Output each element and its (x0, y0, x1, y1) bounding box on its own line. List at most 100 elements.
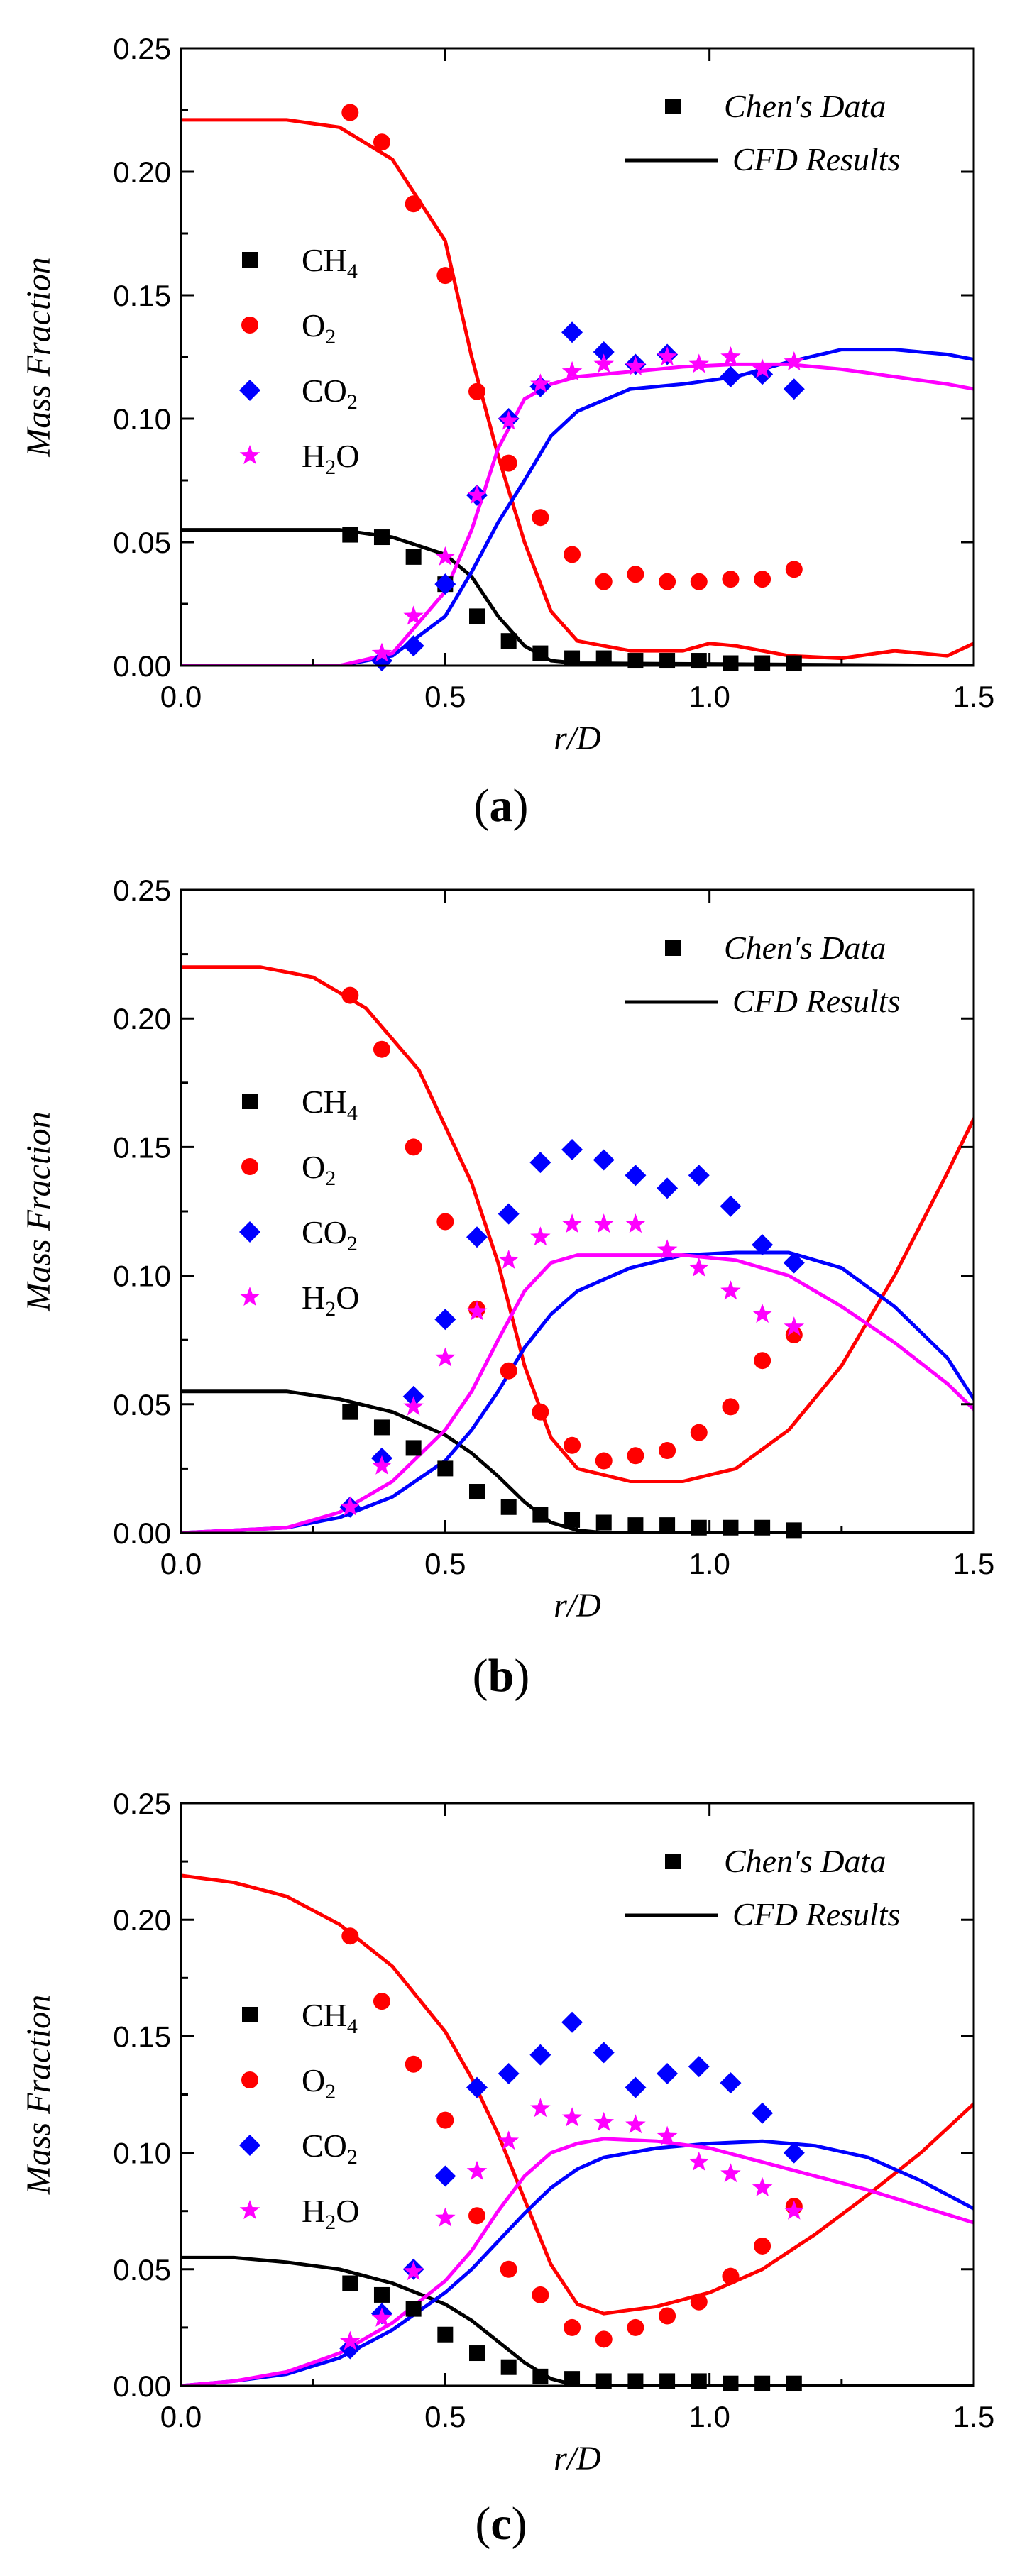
legend-label-cfd-results: CFD Results (732, 1896, 900, 1932)
legend-label-o2: O2 (302, 1149, 336, 1190)
data-point-o2 (532, 509, 549, 527)
panel-caption: (c) (475, 2498, 527, 2550)
y-tick-label: 0.00 (113, 2369, 171, 2403)
data-point-ch4 (532, 2368, 549, 2384)
data-point-h2o (625, 1213, 646, 1233)
data-point-o2 (468, 382, 486, 400)
y-tick-label: 0.25 (113, 874, 171, 907)
data-point-h2o (435, 1347, 456, 1367)
data-point-co2 (752, 1234, 774, 1256)
data-point-co2 (720, 365, 742, 387)
data-point-o2 (373, 1040, 390, 1058)
data-point-ch4 (342, 1404, 358, 1420)
y-tick-label: 0.25 (113, 32, 171, 65)
data-point-h2o (561, 360, 583, 380)
panel-caption-letter: a (490, 780, 513, 832)
y-tick-label: 0.20 (113, 155, 171, 189)
data-point-co2 (783, 1252, 805, 1274)
data-point-ch4 (564, 2371, 581, 2387)
cfd-lines (181, 118, 974, 666)
legend-marker-o2 (241, 1158, 258, 1175)
legend-label-cfd-results: CFD Results (732, 983, 900, 1019)
data-point-h2o (752, 2176, 773, 2196)
y-tick-label: 0.10 (113, 402, 171, 436)
data-point-h2o (561, 1213, 583, 1233)
species-base: O (302, 2062, 325, 2098)
data-point-o2 (659, 2307, 676, 2325)
legend-label-co2: CO2 (302, 1214, 358, 1255)
data-point-ch4 (373, 1419, 390, 1436)
species-subscript: 2 (325, 325, 336, 348)
data-point-ch4 (723, 1519, 739, 1536)
species-subscript: 2 (325, 2080, 336, 2103)
legend-label-o2: O2 (302, 307, 336, 348)
cfd-line-co2 (181, 2139, 974, 2386)
data-point-h2o (403, 2261, 424, 2281)
data-point-o2 (754, 571, 771, 588)
species-base: H (302, 1279, 325, 1316)
x-tick-label: 0.5 (424, 680, 466, 713)
cfd-lines (181, 965, 974, 1533)
data-point-o2 (373, 1993, 390, 2010)
data-point-o2 (690, 2293, 708, 2311)
data-point-h2o (625, 2114, 646, 2134)
data-point-ch4 (532, 645, 549, 661)
data-point-h2o (466, 2160, 488, 2180)
data-point-h2o (498, 1249, 519, 1269)
species-base: CH (302, 1997, 347, 2033)
species-subscript: 2 (347, 2145, 358, 2169)
y-tick-label: 0.15 (113, 1130, 171, 1164)
data-point-h2o (530, 1226, 551, 1246)
data-point-ch4 (469, 2345, 485, 2362)
data-point-co2 (752, 2102, 774, 2124)
data-point-co2 (498, 2062, 520, 2084)
data-point-ch4 (786, 1522, 802, 1539)
data-point-o2 (754, 2237, 771, 2255)
data-point-h2o (688, 353, 709, 373)
species-base: O (302, 1149, 325, 1185)
y-tick-label: 0.20 (113, 1002, 171, 1035)
legend-marker-h2o (239, 2200, 260, 2220)
species-subscript: 4 (347, 260, 358, 283)
data-point-h2o (435, 546, 456, 566)
species-base: CO (302, 2128, 347, 2164)
x-axis-title: r/D (554, 720, 601, 757)
data-point-h2o (593, 353, 614, 373)
data-point-h2o (784, 2200, 805, 2220)
legend-marker-h2o (239, 1287, 260, 1306)
cfd-line-o2 (181, 118, 974, 661)
panel-caption-open: ( (474, 780, 490, 832)
legend-marker-co2 (239, 1221, 260, 1243)
data-point-h2o (403, 1396, 424, 1416)
legend-label-h2o: H2O (302, 438, 359, 479)
data-point-h2o (657, 2125, 678, 2145)
data-point-co2 (593, 2042, 615, 2064)
species-tail: O (336, 438, 359, 474)
legend-marker-o2 (241, 2071, 258, 2088)
data-point-o2 (405, 195, 422, 213)
species-base: H (302, 2193, 325, 2229)
data-point-h2o (371, 2307, 392, 2327)
legend-label-ch4: CH4 (302, 1084, 358, 1125)
data-point-o2 (722, 2267, 740, 2285)
data-point-h2o (657, 346, 678, 366)
y-tick-label: 0.10 (113, 2137, 171, 2170)
legend-label-h2o: H2O (302, 1279, 359, 1321)
chart-panel-a: 0.0 0.5 1.0 1.5 0.00 0.05 0.10 0.15 0.20 0.25 r/D M… (20, 32, 994, 832)
data-point-co2 (561, 2011, 583, 2033)
data-point-co2 (561, 321, 583, 343)
species-base: CH (302, 1084, 347, 1120)
data-point-ch4 (405, 1440, 422, 1456)
chart-panel-b: 0.0 0.5 1.0 1.5 0.00 0.05 0.10 0.15 0.20 0.25 r/D M… (20, 874, 994, 1702)
data-point-o2 (690, 573, 708, 590)
data-point-ch4 (405, 549, 422, 565)
legend-marker-chens-data (665, 1854, 681, 1869)
species-base: CO (302, 373, 347, 409)
data-point-h2o (466, 1301, 488, 1321)
data-point-o2 (341, 1927, 359, 1945)
data-point-ch4 (532, 1507, 549, 1523)
data-point-o2 (627, 1447, 644, 1465)
data-point-h2o (784, 1316, 805, 1336)
legend-marker-ch4 (242, 252, 258, 268)
